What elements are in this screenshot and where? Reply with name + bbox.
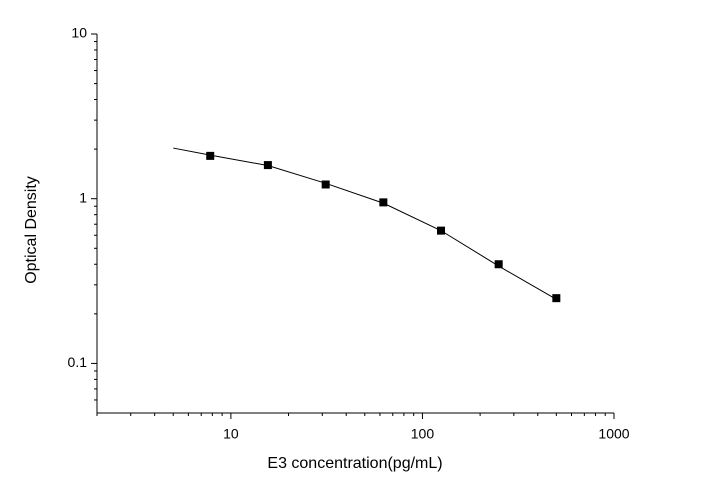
fit-curve <box>173 147 557 300</box>
data-point <box>379 198 388 207</box>
data-point <box>321 180 330 189</box>
data-point <box>494 260 503 269</box>
x-tick-label: 1000 <box>598 426 629 442</box>
data-point <box>552 294 561 303</box>
x-axis-title: E3 concentration(pg/mL) <box>267 455 442 472</box>
y-axis-title: Optical Density <box>23 176 40 284</box>
x-tick-label: 10 <box>223 426 239 442</box>
x-tick-label: 100 <box>411 426 435 442</box>
y-tick-label: 10 <box>71 25 87 41</box>
y-tick-label: 0.1 <box>68 354 88 370</box>
y-tick-label: 1 <box>79 189 87 205</box>
data-point <box>206 151 215 160</box>
